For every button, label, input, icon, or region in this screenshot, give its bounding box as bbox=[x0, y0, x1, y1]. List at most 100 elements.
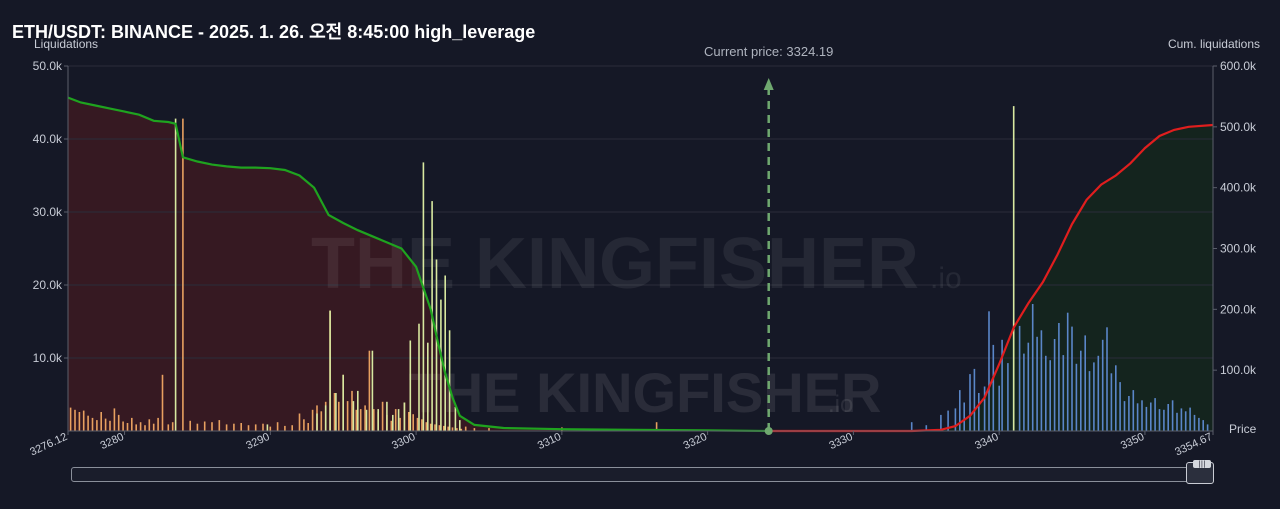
short-liquidation-bar bbox=[1066, 312, 1069, 431]
highlight-liquidation-bar bbox=[324, 405, 327, 431]
long-liquidation-bar bbox=[421, 419, 423, 431]
highlight-liquidation-bar bbox=[422, 162, 425, 431]
short-liquidation-bar bbox=[910, 422, 913, 431]
short-liquidation-bar bbox=[983, 386, 986, 431]
long-liquidation-bar bbox=[416, 417, 419, 431]
range-scrollbar[interactable] bbox=[71, 467, 1214, 482]
short-liquidation-bar bbox=[1189, 407, 1191, 431]
short-liquidation-bar bbox=[1062, 355, 1065, 431]
long-liquidation-bar bbox=[473, 428, 476, 431]
highlight-liquidation-bar bbox=[448, 330, 451, 431]
short-liquidation-bar bbox=[947, 410, 949, 431]
long-liquidation-bar bbox=[412, 414, 414, 431]
watermark: THE KINGFISHER .io THE KINGFISHER .io bbox=[311, 224, 962, 424]
short-liquidation-bar bbox=[1097, 355, 1100, 431]
right-tick-label: 200.0k bbox=[1220, 302, 1257, 316]
highlight-liquidation-bar bbox=[427, 342, 429, 431]
left-tick-label: 10.0k bbox=[33, 351, 63, 365]
short-liquidation-bar bbox=[988, 311, 990, 431]
highlight-liquidation-bar bbox=[418, 323, 420, 431]
right-tick-label: 600.0k bbox=[1220, 59, 1257, 73]
short-highlight-bar bbox=[1012, 106, 1015, 431]
highlight-liquidation-bar bbox=[352, 401, 355, 431]
short-liquidation-bar bbox=[1163, 409, 1165, 431]
short-liquidation-bar bbox=[1150, 402, 1152, 431]
highlight-liquidation-bar bbox=[357, 390, 359, 431]
long-cum-area bbox=[68, 97, 769, 431]
short-liquidation-bar bbox=[1132, 390, 1135, 431]
x-tick-label: 3290 bbox=[244, 431, 271, 452]
long-liquidation-bar bbox=[311, 409, 314, 431]
long-liquidation-bar bbox=[117, 414, 120, 431]
highlight-liquidation-bar bbox=[435, 259, 438, 431]
short-liquidation-bar bbox=[1007, 363, 1009, 431]
grip-icon[interactable]: ||| bbox=[1193, 460, 1211, 468]
x-tick-label: 3340 bbox=[973, 431, 1000, 452]
long-liquidation-bar bbox=[359, 409, 362, 431]
short-liquidation-bar bbox=[1036, 336, 1038, 431]
long-liquidation-bar bbox=[456, 428, 458, 431]
short-liquidation-bar bbox=[969, 374, 971, 431]
short-liquidation-bar bbox=[1058, 323, 1060, 431]
long-liquidation-bar bbox=[333, 393, 336, 431]
long-liquidation-bar bbox=[171, 422, 174, 431]
long-liquidation-bar bbox=[460, 428, 463, 431]
short-liquidation-bar bbox=[1158, 409, 1161, 431]
short-liquidation-bar bbox=[1075, 363, 1078, 431]
long-liquidation-bar bbox=[373, 409, 375, 431]
long-liquidation-bar bbox=[82, 410, 85, 431]
long-liquidation-bar bbox=[74, 409, 76, 431]
highlight-liquidation-bar bbox=[444, 275, 446, 431]
long-liquidation-bar bbox=[161, 374, 164, 431]
short-liquidation-bar bbox=[1040, 330, 1043, 431]
long-liquidation-bar bbox=[122, 421, 124, 431]
short-liquidation-bar bbox=[978, 393, 980, 431]
highlight-liquidation-bar bbox=[386, 401, 388, 431]
long-liquidation-bar bbox=[451, 427, 454, 431]
short-liquidation-bar bbox=[1031, 304, 1034, 431]
long-liquidation-bar bbox=[78, 412, 81, 431]
long-liquidation-bar bbox=[196, 423, 199, 431]
x-axis-title: Price bbox=[1229, 422, 1257, 436]
long-liquidation-bar bbox=[87, 415, 89, 431]
long-liquidation-bar bbox=[96, 420, 98, 431]
short-liquidation-bar bbox=[1110, 373, 1113, 431]
left-tick-label: 50.0k bbox=[33, 59, 63, 73]
short-liquidation-bar bbox=[1202, 420, 1204, 431]
long-liquidation-bar bbox=[269, 426, 272, 431]
x-tick-label: 3280 bbox=[99, 431, 126, 452]
long-liquidation-bar bbox=[394, 409, 397, 431]
long-liquidation-bar bbox=[355, 409, 358, 431]
short-liquidation-bar bbox=[1049, 360, 1051, 431]
x-tick-label: 3320 bbox=[682, 431, 709, 452]
short-liquidation-bar bbox=[1106, 327, 1108, 431]
long-liquidation-bar bbox=[464, 426, 467, 431]
highlight-liquidation-bar bbox=[454, 406, 457, 431]
highlight-liquidation-bar bbox=[403, 402, 406, 431]
long-liquidation-bar bbox=[390, 420, 393, 431]
short-liquidation-bar bbox=[1119, 382, 1121, 431]
short-liquidation-bar bbox=[1180, 408, 1183, 431]
short-liquidation-bar bbox=[1154, 398, 1156, 431]
short-liquidation-bar bbox=[1084, 335, 1086, 431]
short-liquidation-bar bbox=[1184, 411, 1187, 431]
long-liquidation-bar bbox=[157, 417, 159, 431]
short-liquidation-bar bbox=[1123, 401, 1126, 431]
highlight-liquidation-bar bbox=[440, 299, 442, 431]
short-liquidation-bar bbox=[925, 425, 928, 431]
long-liquidation-bar bbox=[131, 417, 133, 431]
long-liquidation-bar bbox=[69, 407, 72, 431]
short-liquidation-bar bbox=[1080, 350, 1082, 431]
current-price-label: Current price: 3324.19 bbox=[704, 44, 833, 59]
short-liquidation-bar bbox=[992, 344, 995, 431]
long-liquidation-bar bbox=[262, 423, 264, 431]
short-liquidation-bar bbox=[998, 385, 1000, 431]
short-liquidation-bar bbox=[1193, 414, 1196, 431]
long-liquidation-bar bbox=[338, 401, 340, 431]
short-liquidation-bar bbox=[973, 368, 976, 431]
long-liquidation-bar bbox=[126, 423, 129, 431]
long-liquidation-bar bbox=[135, 424, 137, 431]
long-liquidation-bar bbox=[655, 422, 658, 431]
long-liquidation-bar bbox=[368, 350, 371, 431]
